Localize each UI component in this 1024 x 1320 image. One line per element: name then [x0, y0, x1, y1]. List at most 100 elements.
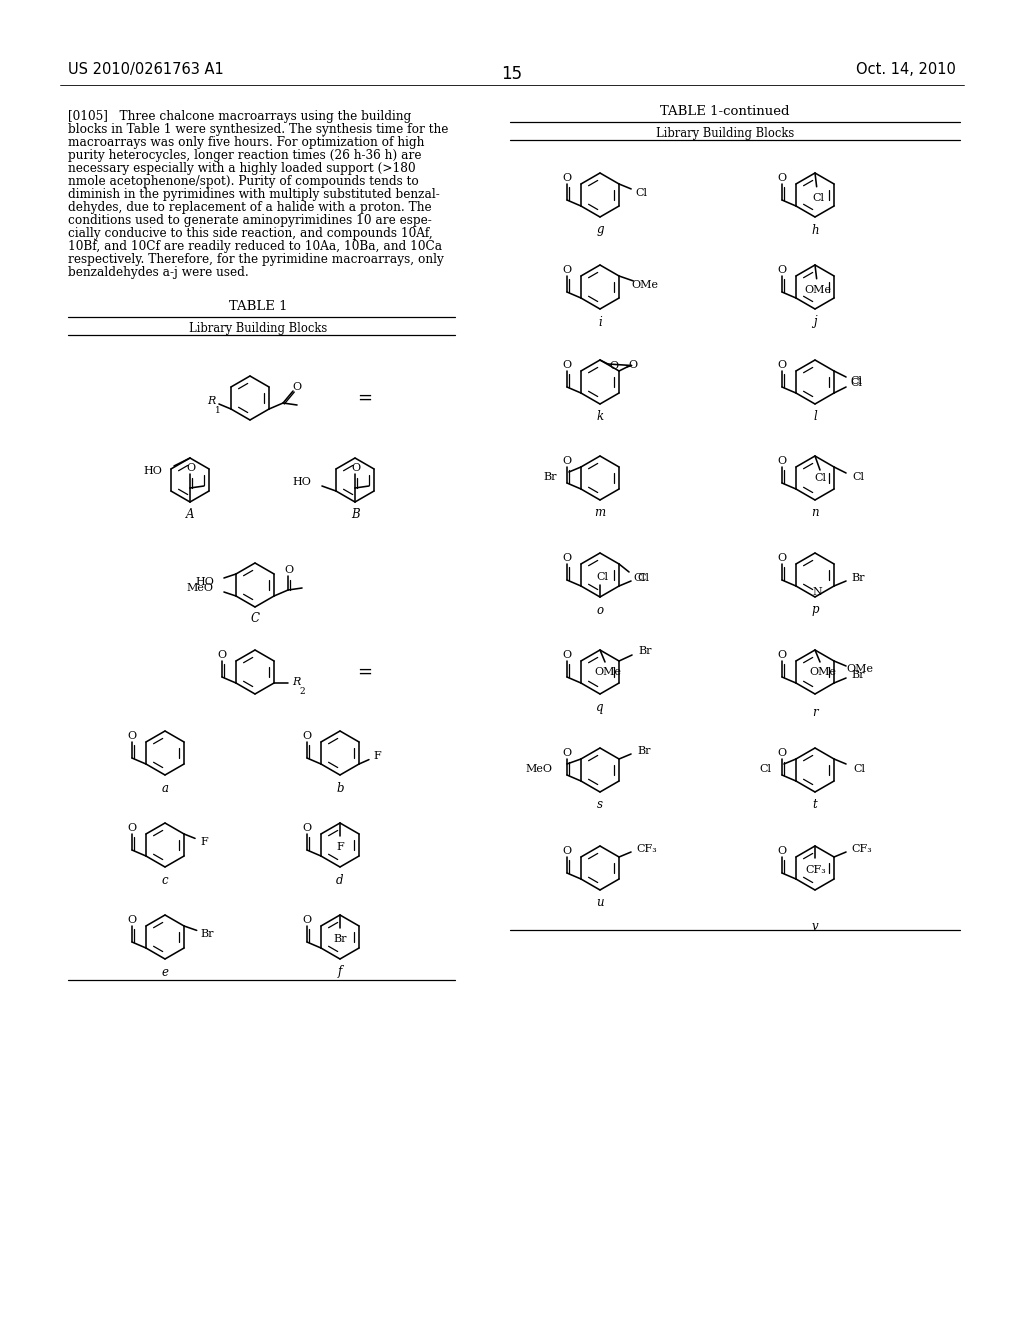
Text: TABLE 1-continued: TABLE 1-continued — [660, 106, 790, 117]
Text: O: O — [562, 846, 571, 855]
Text: 10Bf, and 10Cf are readily reduced to 10Aa, 10Ba, and 10Ca: 10Bf, and 10Cf are readily reduced to 10… — [68, 240, 442, 253]
Text: O: O — [777, 748, 786, 758]
Text: Cl: Cl — [812, 193, 824, 203]
Text: O: O — [127, 822, 136, 833]
Text: =: = — [357, 389, 373, 407]
Text: Br: Br — [333, 935, 347, 944]
Text: O: O — [562, 455, 571, 466]
Text: O: O — [777, 649, 786, 660]
Text: h: h — [811, 223, 819, 236]
Text: OMe: OMe — [632, 280, 658, 290]
Text: TABLE 1: TABLE 1 — [228, 300, 288, 313]
Text: O: O — [293, 381, 302, 392]
Text: Br: Br — [637, 746, 651, 756]
Text: O: O — [302, 915, 311, 925]
Text: O: O — [217, 649, 226, 660]
Text: O: O — [777, 265, 786, 275]
Text: o: o — [596, 603, 603, 616]
Text: O: O — [777, 846, 786, 855]
Text: F: F — [336, 842, 344, 851]
Text: d: d — [336, 874, 344, 887]
Text: O: O — [562, 748, 571, 758]
Text: O: O — [562, 173, 571, 183]
Text: O: O — [302, 731, 311, 741]
Text: C: C — [251, 612, 259, 626]
Text: O: O — [562, 649, 571, 660]
Text: Cl: Cl — [633, 573, 645, 583]
Text: n: n — [811, 507, 819, 520]
Text: Br: Br — [851, 671, 865, 680]
Text: O: O — [777, 455, 786, 466]
Text: O: O — [285, 565, 294, 576]
Text: O: O — [186, 463, 196, 473]
Text: j: j — [813, 315, 817, 329]
Text: nmole acetophenone/spot). Purity of compounds tends to: nmole acetophenone/spot). Purity of comp… — [68, 176, 419, 187]
Text: v: v — [812, 920, 818, 932]
Text: US 2010/0261763 A1: US 2010/0261763 A1 — [68, 62, 224, 77]
Text: purity heterocycles, longer reaction times (26 h-36 h) are: purity heterocycles, longer reaction tim… — [68, 149, 422, 162]
Text: F: F — [373, 751, 381, 762]
Text: HO: HO — [292, 477, 311, 487]
Text: f: f — [338, 965, 342, 978]
Text: m: m — [595, 507, 605, 520]
Text: blocks in Table 1 were synthesized. The synthesis time for the: blocks in Table 1 were synthesized. The … — [68, 123, 449, 136]
Text: Cl: Cl — [850, 376, 862, 385]
Text: c: c — [162, 874, 168, 887]
Text: MeO: MeO — [187, 583, 214, 593]
Text: =: = — [357, 663, 373, 681]
Text: O: O — [302, 822, 311, 833]
Text: R: R — [292, 677, 300, 686]
Text: HO: HO — [196, 577, 214, 587]
Text: O: O — [777, 173, 786, 183]
Text: Br: Br — [638, 645, 652, 656]
Text: N: N — [812, 587, 822, 597]
Text: O: O — [127, 731, 136, 741]
Text: Oct. 14, 2010: Oct. 14, 2010 — [856, 62, 956, 77]
Text: 2: 2 — [299, 686, 305, 696]
Text: u: u — [596, 896, 604, 909]
Text: g: g — [596, 223, 604, 236]
Text: A: A — [185, 507, 195, 520]
Text: 1: 1 — [215, 407, 221, 414]
Text: CF₃: CF₃ — [637, 843, 657, 854]
Text: benzaldehydes a-j were used.: benzaldehydes a-j were used. — [68, 267, 249, 279]
Text: t: t — [813, 799, 817, 812]
Text: necessary especially with a highly loaded support (>180: necessary especially with a highly loade… — [68, 162, 416, 176]
Text: O: O — [777, 360, 786, 370]
Text: macroarrays was only five hours. For optimization of high: macroarrays was only five hours. For opt… — [68, 136, 424, 149]
Text: conditions used to generate aminopyrimidines 10 are espe-: conditions used to generate aminopyrimid… — [68, 214, 432, 227]
Text: O: O — [562, 360, 571, 370]
Text: B: B — [350, 507, 359, 520]
Text: [0105]   Three chalcone macroarrays using the building: [0105] Three chalcone macroarrays using … — [68, 110, 412, 123]
Text: OMe: OMe — [810, 667, 837, 677]
Text: Cl: Cl — [852, 473, 864, 482]
Text: O: O — [127, 915, 136, 925]
Text: Cl: Cl — [596, 572, 608, 582]
Text: s: s — [597, 799, 603, 812]
Text: O: O — [629, 360, 638, 370]
Text: Br: Br — [544, 473, 557, 482]
Text: Cl: Cl — [814, 473, 826, 483]
Text: OMe: OMe — [847, 664, 873, 675]
Text: respectively. Therefore, for the pyrimidine macroarrays, only: respectively. Therefore, for the pyrimid… — [68, 253, 443, 267]
Text: l: l — [813, 411, 817, 424]
Text: k: k — [596, 411, 603, 424]
Text: MeO: MeO — [526, 764, 553, 774]
Text: Library Building Blocks: Library Building Blocks — [188, 322, 327, 335]
Text: r: r — [812, 705, 818, 718]
Text: Cl: Cl — [635, 187, 647, 198]
Text: Cl: Cl — [759, 764, 771, 774]
Text: O: O — [777, 553, 786, 564]
Text: dehydes, due to replacement of a halide with a proton. The: dehydes, due to replacement of a halide … — [68, 201, 432, 214]
Text: HO: HO — [143, 466, 162, 477]
Text: Library Building Blocks: Library Building Blocks — [656, 127, 795, 140]
Text: Cl: Cl — [853, 764, 865, 774]
Text: O: O — [609, 360, 618, 371]
Text: diminish in the pyrimidines with multiply substituted benzal-: diminish in the pyrimidines with multipl… — [68, 187, 439, 201]
Text: i: i — [598, 315, 602, 329]
Text: p: p — [811, 603, 819, 616]
Text: F: F — [200, 837, 208, 847]
Text: O: O — [562, 265, 571, 275]
Text: Cl: Cl — [637, 573, 649, 583]
Text: Br: Br — [851, 573, 865, 583]
